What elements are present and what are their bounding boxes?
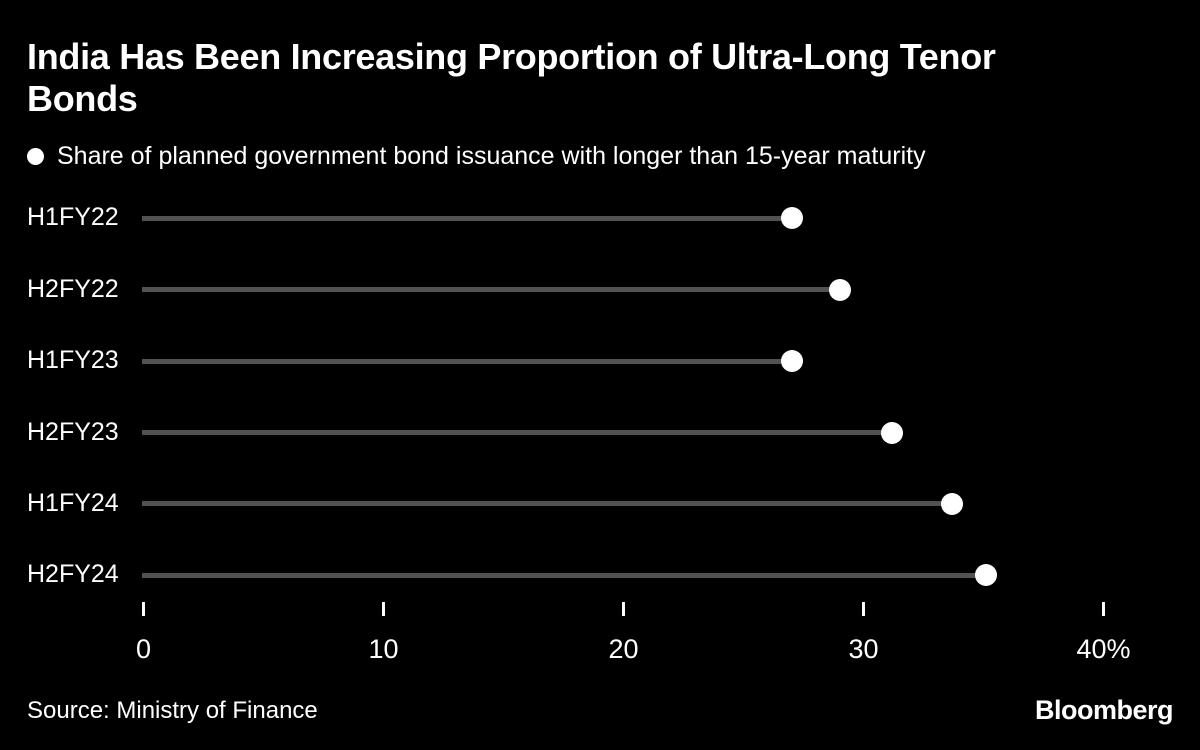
- lollipop-dot: [828, 278, 851, 301]
- row-label-h1fy22: H1FY22: [27, 203, 119, 232]
- lollipop-stem: [142, 501, 953, 507]
- x-axis-tick-label: 10: [368, 634, 399, 664]
- row-label-h1fy23: H1FY23: [27, 346, 119, 375]
- lollipop-dot: [780, 350, 803, 373]
- x-axis-tick: [1102, 602, 1105, 616]
- legend-label: Share of planned government bond issuanc…: [57, 141, 926, 170]
- row-label-h2fy24: H2FY24: [27, 560, 119, 589]
- legend-dot-icon: [27, 147, 44, 165]
- chart-title-line1: India Has Been Increasing Proportion of …: [27, 36, 996, 77]
- chart-legend: Share of planned government bond issuanc…: [27, 142, 926, 170]
- x-axis-tick: [142, 602, 145, 616]
- x-axis-tick: [382, 602, 385, 616]
- chart-title-line2: Bonds: [27, 78, 138, 119]
- lollipop-dot: [881, 421, 904, 444]
- lollipop-dot: [941, 492, 964, 515]
- source-note: Source: Ministry of Finance: [27, 697, 318, 724]
- lollipop-stem: [142, 430, 893, 435]
- row-label-h2fy22: H2FY22: [27, 274, 119, 303]
- lollipop-stem: [142, 358, 792, 364]
- x-axis-tick-label: 40%: [1076, 634, 1131, 664]
- x-axis-tick-label: 20: [608, 634, 639, 664]
- row-label-h2fy23: H2FY23: [27, 417, 119, 446]
- chart-title: India Has Been Increasing Proportion of …: [27, 36, 996, 120]
- x-axis-tick: [862, 602, 865, 616]
- lollipop-stem: [142, 572, 986, 578]
- bloomberg-logo: Bloomberg: [1034, 695, 1174, 725]
- lollipop-dot: [780, 207, 803, 230]
- lollipop-stem: [142, 287, 840, 293]
- x-axis-tick-label: 0: [135, 634, 152, 664]
- lollipop-stem: [142, 215, 792, 221]
- x-axis-tick-label: 30: [848, 634, 879, 664]
- lollipop-dot: [974, 564, 997, 587]
- x-axis-tick: [622, 602, 625, 616]
- row-label-h1fy24: H1FY24: [27, 488, 119, 517]
